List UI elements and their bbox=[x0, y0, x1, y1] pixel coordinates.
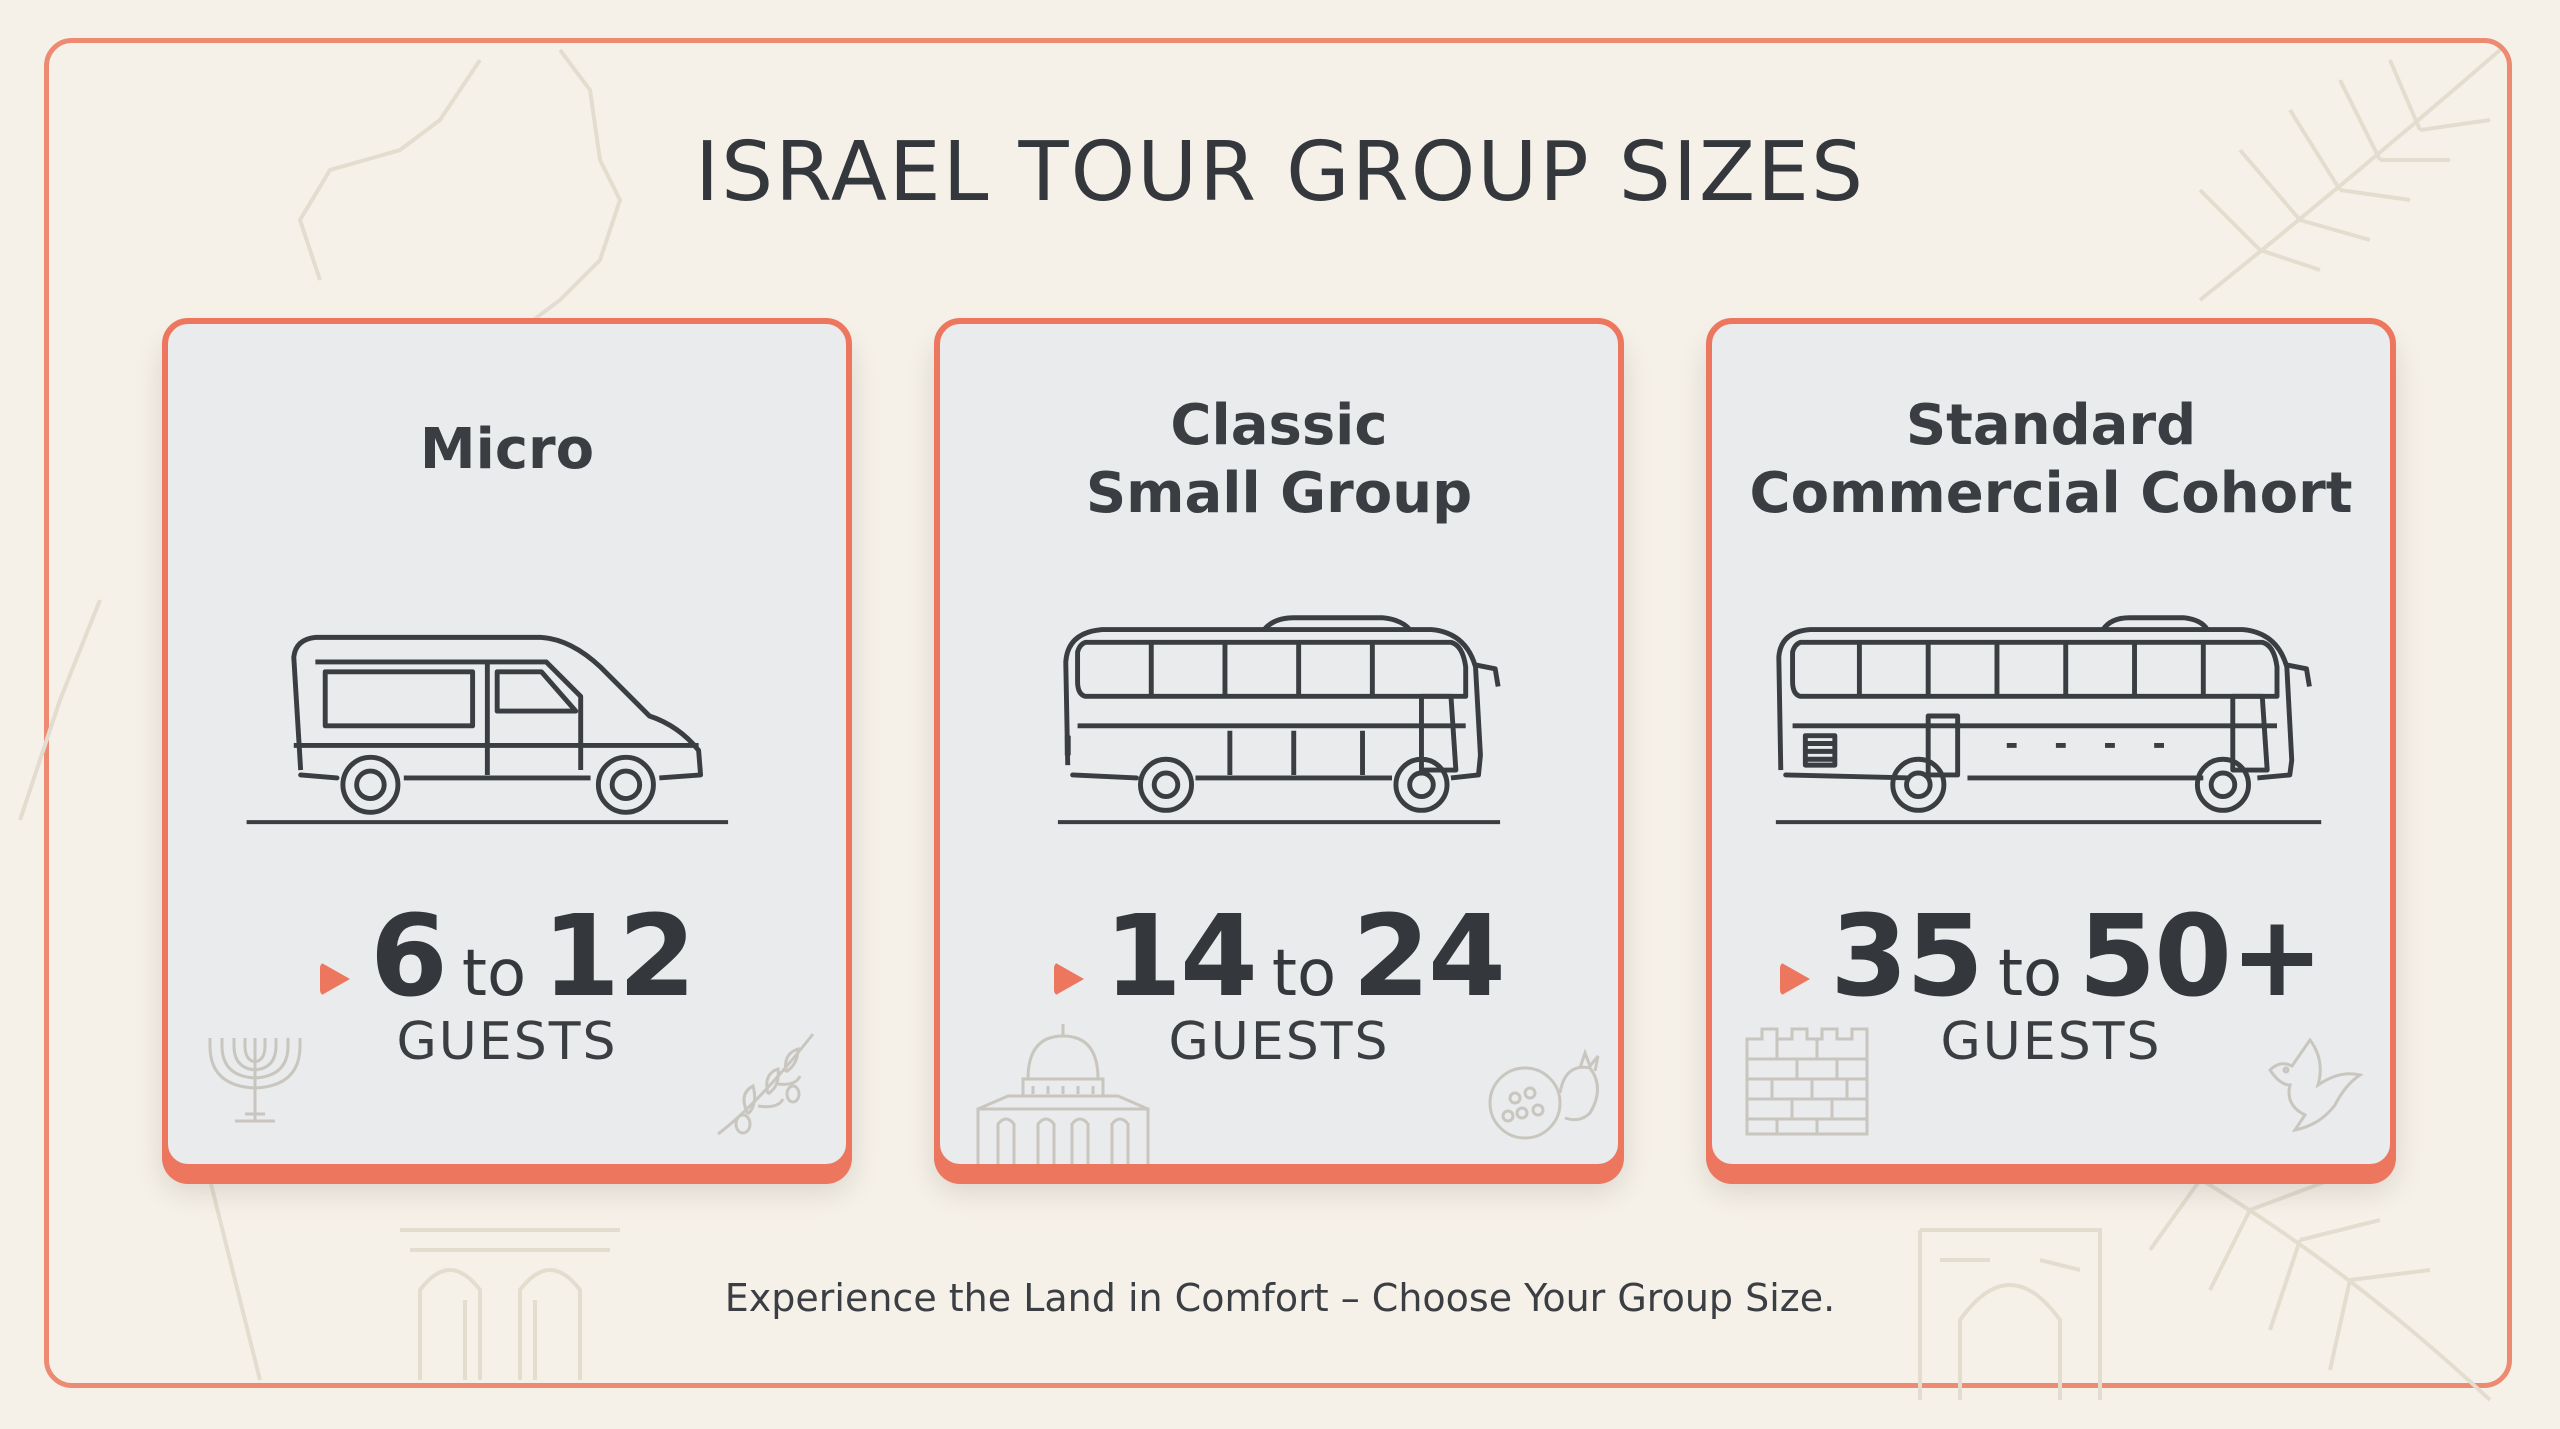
card-title-line: Classic bbox=[1170, 393, 1388, 458]
card-title-line: Commercial Cohort bbox=[1749, 461, 2353, 526]
guest-min: 6 bbox=[369, 892, 448, 1022]
range-separator: to bbox=[1997, 937, 2063, 1011]
card-title: Standard Commercial Cohort bbox=[1712, 392, 2390, 528]
dome-of-the-rock-icon bbox=[976, 1024, 1150, 1164]
minibus-icon bbox=[1057, 615, 1501, 825]
menorah-icon bbox=[208, 1038, 302, 1123]
card-title: Classic Small Group bbox=[940, 392, 1618, 528]
guests-label: GUESTS bbox=[1940, 1012, 2162, 1072]
pomegranate-icon bbox=[1488, 1048, 1600, 1140]
guest-max: 50+ bbox=[2078, 892, 2324, 1022]
bullet-marker-icon bbox=[1054, 961, 1085, 996]
bullet-marker-icon bbox=[1780, 961, 1811, 996]
range-separator: to bbox=[461, 937, 527, 1011]
tagline: Experience the Land in Comfort – Choose … bbox=[724, 1276, 1836, 1320]
guest-range: 35 to 50+ bbox=[1712, 892, 2390, 1022]
guests-label: GUESTS bbox=[1168, 1012, 1390, 1072]
page-title: ISRAEL TOUR GROUP SIZES bbox=[694, 125, 1866, 220]
guest-range: 6 to 12 bbox=[168, 892, 846, 1022]
olive-branch-icon bbox=[717, 1033, 815, 1136]
card-title: Micro bbox=[168, 416, 846, 484]
card-title-line: Small Group bbox=[1085, 461, 1473, 526]
bullet-marker-icon bbox=[319, 961, 350, 996]
western-wall-icon bbox=[1745, 1027, 1869, 1136]
guest-min: 35 bbox=[1830, 892, 1984, 1022]
card-title-line: Micro bbox=[419, 417, 595, 482]
guest-max: 24 bbox=[1352, 892, 1506, 1022]
card-standard-commercial-cohort: Standard Commercial Cohort 35 to 50+ GUEST… bbox=[1706, 318, 2396, 1170]
guests-label: GUESTS bbox=[396, 1012, 618, 1072]
coach-bus-icon bbox=[1775, 615, 2322, 825]
guest-min: 14 bbox=[1104, 892, 1258, 1022]
guest-max: 12 bbox=[542, 892, 696, 1022]
card-classic-small-group: Classic Small Group 14 to 24 GUESTS bbox=[934, 318, 1624, 1170]
guest-range: 14 to 24 bbox=[940, 892, 1618, 1022]
card-title-line: Standard bbox=[1905, 393, 2197, 458]
dove-icon bbox=[2268, 1037, 2364, 1133]
card-micro: Micro 6 to 12 GUESTS bbox=[162, 318, 852, 1170]
range-separator: to bbox=[1271, 937, 1337, 1011]
van-icon bbox=[246, 634, 729, 825]
